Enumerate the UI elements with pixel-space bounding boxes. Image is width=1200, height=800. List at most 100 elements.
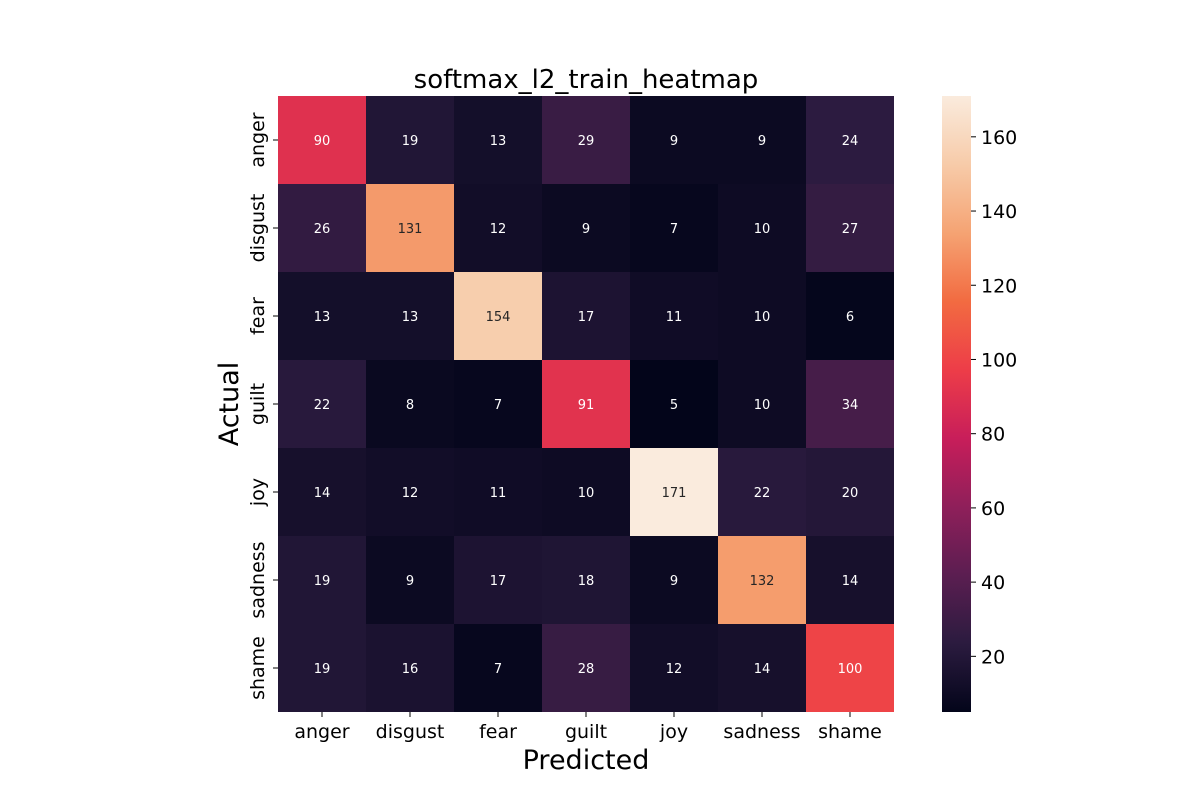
heatmap-cell (630, 360, 718, 448)
cell-value-label: 11 (666, 310, 683, 325)
colorbar (942, 96, 971, 712)
heatmap-cell (630, 96, 718, 184)
heatmap-cell (454, 624, 542, 712)
heatmap-cell (630, 624, 718, 712)
cell-value-label: 131 (398, 222, 423, 237)
colorbar-tick-label: 160 (981, 127, 1017, 149)
cell-value-label: 91 (578, 398, 595, 413)
heatmap-cell (718, 536, 806, 624)
heatmap-cell (630, 448, 718, 536)
x-tick-label: shame (818, 721, 882, 743)
cell-value-label: 154 (486, 310, 511, 325)
cell-value-label: 12 (666, 662, 683, 677)
y-tick-label: fear (247, 297, 269, 335)
colorbar-tick-label: 60 (981, 498, 1005, 520)
heatmap-cell (806, 624, 894, 712)
cell-value-label: 9 (758, 134, 766, 149)
heatmap-cell (366, 536, 454, 624)
heatmap-cell (718, 184, 806, 272)
cell-value-label: 7 (494, 398, 502, 413)
heatmap-cells (278, 96, 894, 712)
heatmap-cell (278, 536, 366, 624)
heatmap-cell (718, 96, 806, 184)
cell-value-label: 12 (490, 222, 507, 237)
heatmap-cell (806, 272, 894, 360)
x-axis-label: Predicted (523, 745, 650, 776)
y-tick-label: joy (247, 478, 269, 507)
cell-value-label: 9 (670, 134, 678, 149)
cell-value-label: 19 (314, 574, 331, 589)
y-axis-label: Actual (214, 362, 245, 447)
heatmap-cell (454, 272, 542, 360)
colorbar-tick-label: 100 (981, 349, 1017, 371)
x-tick-label: anger (294, 721, 349, 743)
cell-value-label: 100 (838, 662, 863, 677)
heatmap-cell (278, 184, 366, 272)
cell-value-label: 24 (842, 134, 859, 149)
heatmap-cell (366, 448, 454, 536)
heatmap-cell (278, 360, 366, 448)
cell-value-label: 9 (406, 574, 414, 589)
heatmap-cell (454, 536, 542, 624)
cell-value-label: 14 (754, 662, 771, 677)
x-axis-ticks: anger disgust fear guilt joy sadness shame (294, 712, 882, 743)
cell-value-label: 27 (842, 222, 859, 237)
x-tick-label: sadness (723, 721, 800, 743)
y-tick-label: disgust (247, 194, 269, 263)
heatmap-cell (718, 360, 806, 448)
heatmap-cell (278, 272, 366, 360)
cell-value-label: 34 (842, 398, 859, 413)
colorbar-tick-label: 140 (981, 201, 1017, 223)
cell-value-label: 13 (314, 310, 331, 325)
x-tick-label: guilt (565, 721, 607, 743)
cell-value-label: 13 (402, 310, 419, 325)
y-tick-label: shame (247, 636, 269, 700)
cell-value-label: 12 (402, 486, 419, 501)
cell-value-label: 17 (578, 310, 595, 325)
cell-value-label: 18 (578, 574, 595, 589)
heatmap-cell (366, 624, 454, 712)
heatmap-cell (542, 184, 630, 272)
heatmap-cell (278, 624, 366, 712)
cell-value-label: 28 (578, 662, 595, 677)
heatmap-cell (542, 272, 630, 360)
heatmap-cell (806, 360, 894, 448)
y-axis-ticks: anger disgust fear guilt joy sadness shame (247, 112, 278, 700)
x-tick-label: fear (479, 721, 517, 743)
cell-value-label: 22 (314, 398, 331, 413)
cell-value-label: 19 (314, 662, 331, 677)
heatmap-cell (806, 184, 894, 272)
cell-value-label: 9 (670, 574, 678, 589)
heatmap-cell (542, 448, 630, 536)
heatmap-cell (718, 624, 806, 712)
cell-value-label: 20 (842, 486, 859, 501)
heatmap-cell (718, 272, 806, 360)
heatmap-cell (630, 184, 718, 272)
cell-value-label: 9 (582, 222, 590, 237)
cell-value-label: 17 (490, 574, 507, 589)
heatmap-cell (454, 184, 542, 272)
heatmap-cell (806, 536, 894, 624)
heatmap-cell (454, 96, 542, 184)
cell-value-label: 16 (402, 662, 419, 677)
heatmap-cell (366, 360, 454, 448)
cell-value-label: 10 (754, 310, 771, 325)
cell-value-label: 7 (494, 662, 502, 677)
heatmap-cell (278, 448, 366, 536)
cell-value-label: 171 (662, 486, 687, 501)
y-tick-label: guilt (247, 383, 269, 425)
colorbar-tick-label: 20 (981, 646, 1005, 668)
cell-value-label: 19 (402, 134, 419, 149)
cell-value-label: 13 (490, 134, 507, 149)
heatmap-cell (454, 360, 542, 448)
heatmap-cell (542, 360, 630, 448)
cell-value-label: 14 (842, 574, 859, 589)
cell-value-label: 22 (754, 486, 771, 501)
heatmap-cell (366, 96, 454, 184)
cell-value-label: 10 (754, 398, 771, 413)
cell-value-label: 14 (314, 486, 331, 501)
colorbar-tick-label: 120 (981, 275, 1017, 297)
heatmap-cell (718, 448, 806, 536)
